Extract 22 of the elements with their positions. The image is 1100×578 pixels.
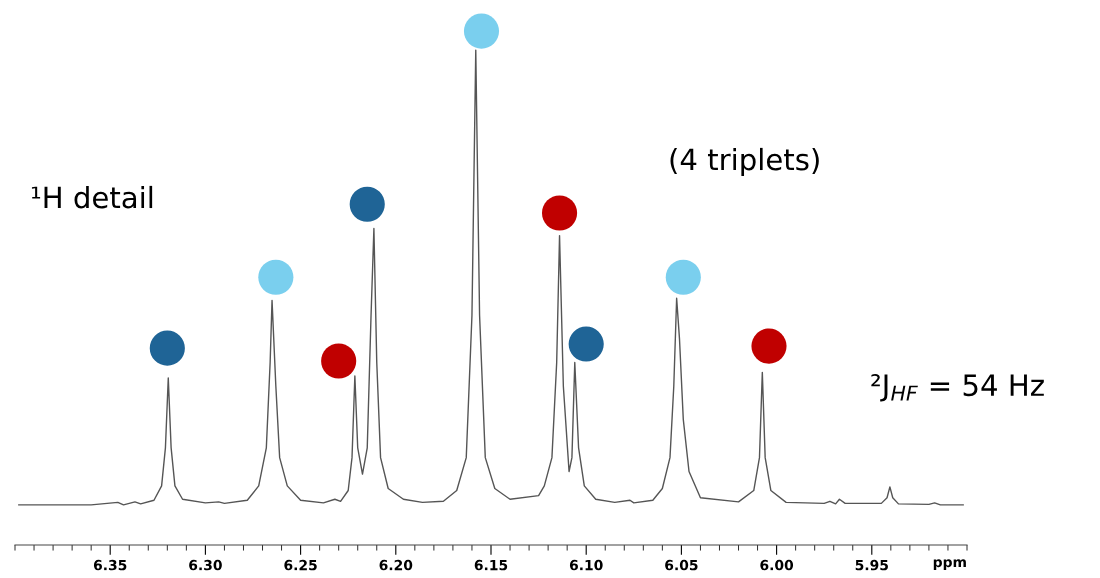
x-tick-label: 6.00 [760,559,794,571]
x-axis-title: ppm [933,559,966,570]
x-tick-label: 5.95 [855,559,888,571]
annotation: (4 triplets) [670,147,819,177]
point [665,259,701,295]
annotation: ²J$_{HF}$ = 54 Hz [871,374,1044,402]
point [349,186,385,222]
point [541,195,578,231]
x-tick-label: 6.15 [474,559,508,571]
x-tick-label: 6.25 [284,559,317,571]
point [258,259,294,295]
point [751,328,787,364]
point [568,326,604,362]
x-tick-label: 6.35 [93,559,127,571]
point [149,330,185,366]
point [463,13,500,49]
x-tick-label: 6.20 [379,559,413,571]
x-tick-label: 6.05 [665,559,698,571]
x-tick-label: 6.30 [189,559,222,571]
point [321,343,357,379]
x-tick-label: 6.10 [569,559,603,571]
annotation: ¹H detail [31,185,153,209]
